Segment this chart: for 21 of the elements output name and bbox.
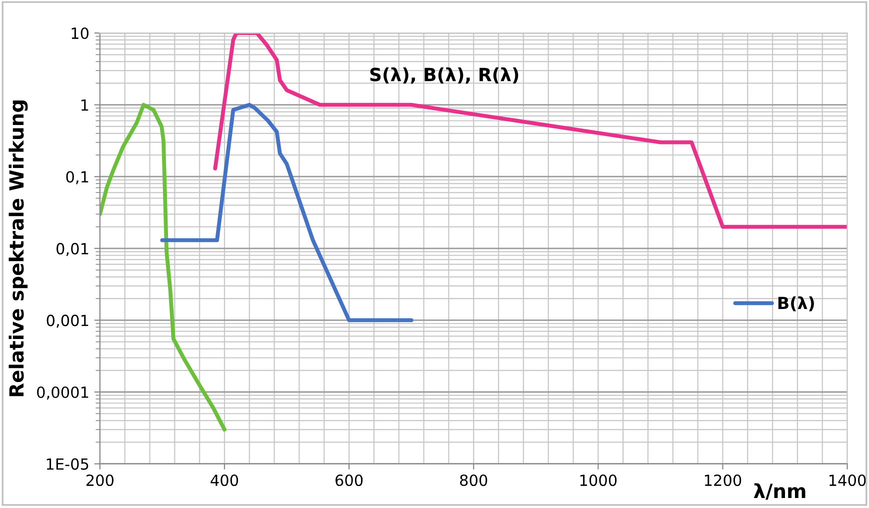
y-axis-title: Relative spektrale Wirkung bbox=[8, 100, 28, 396]
y-tick-label: 0,001 bbox=[46, 314, 88, 328]
y-tick-label: 1E-05 bbox=[46, 458, 88, 470]
x-tick-label: 1000 bbox=[580, 474, 617, 486]
line-series bbox=[100, 102, 226, 432]
x-tick-label: 1400 bbox=[830, 474, 866, 486]
y-tick-label: 0,0001 bbox=[37, 386, 88, 400]
y-tick-label: 1 bbox=[81, 99, 88, 111]
line-series bbox=[213, 33, 848, 229]
x-tick-label: 600 bbox=[336, 474, 363, 486]
x-tick-label: 400 bbox=[210, 474, 238, 486]
legend-label: B(λ) bbox=[778, 296, 814, 312]
x-tick-label: 1200 bbox=[704, 474, 742, 486]
x-tick-label: 200 bbox=[86, 474, 114, 486]
x-tick-label: 800 bbox=[460, 474, 488, 486]
x-axis-title: λ/nm bbox=[754, 483, 806, 500]
text: S(λ), B(λ), R(λ) bbox=[370, 67, 518, 84]
y-tick-label: 10 bbox=[72, 27, 89, 40]
y-tick-label: 0,01 bbox=[56, 242, 88, 256]
y-tick-label: 0,1 bbox=[66, 171, 88, 184]
line-series bbox=[160, 102, 414, 322]
